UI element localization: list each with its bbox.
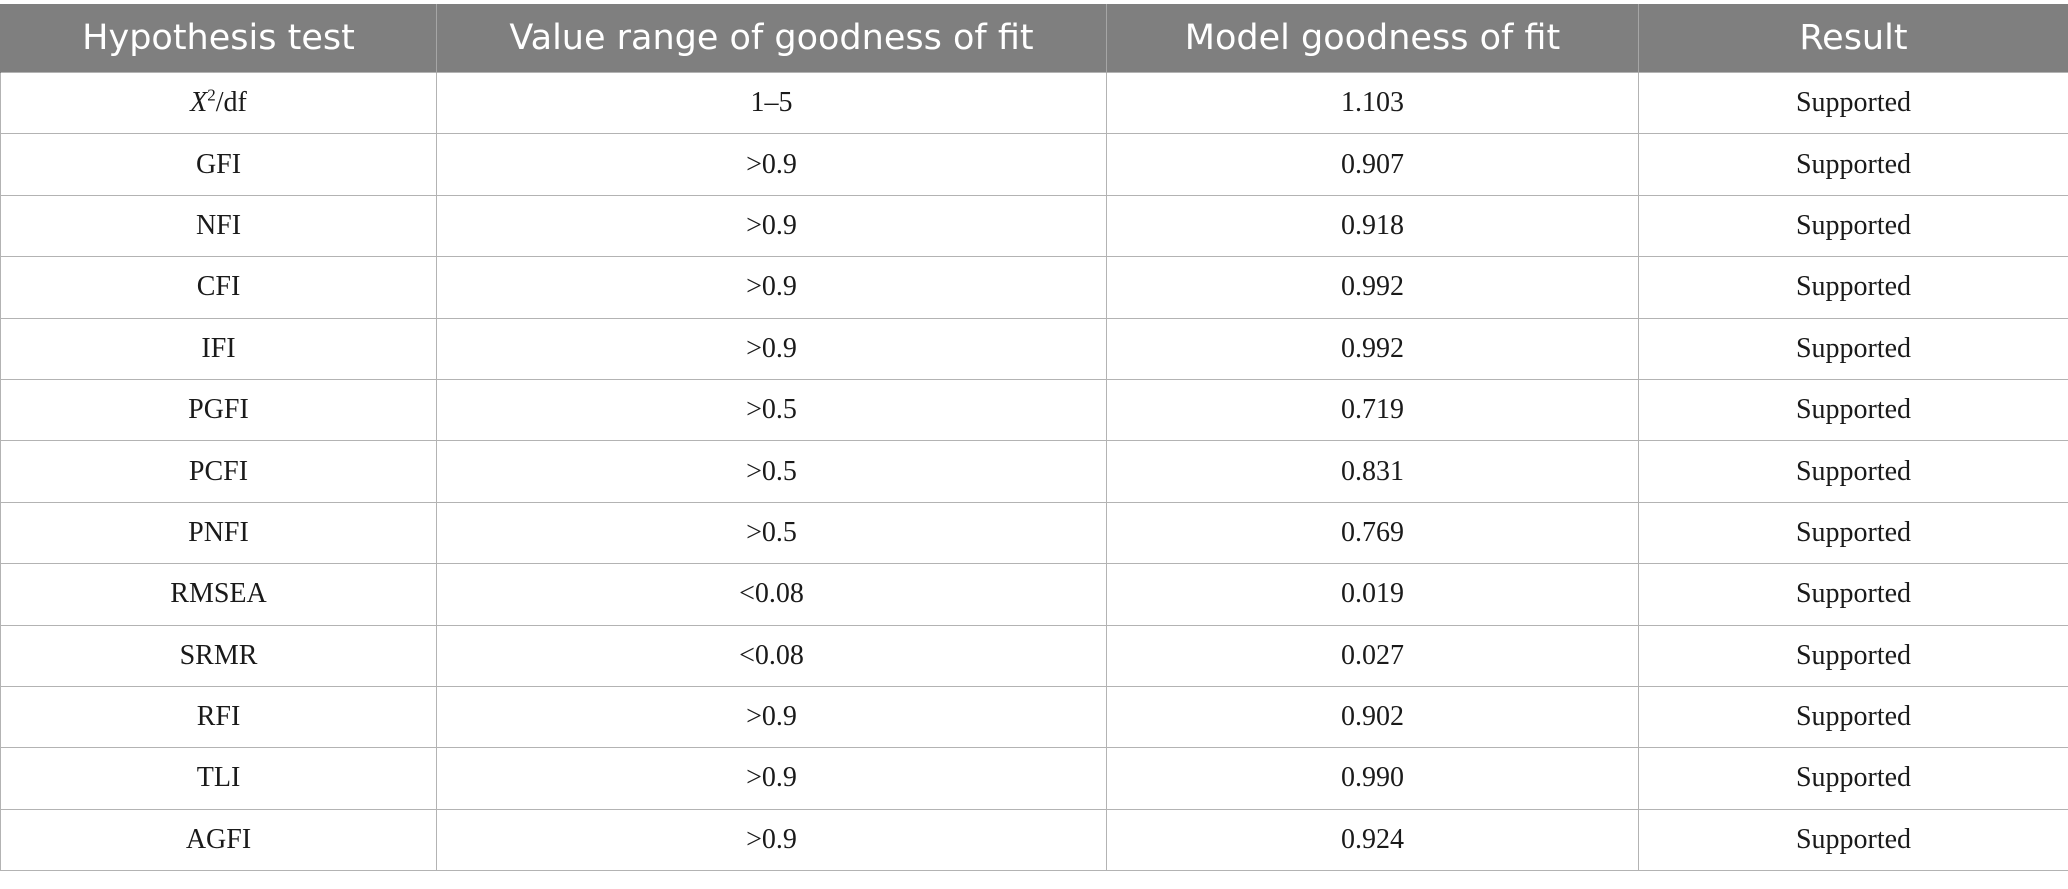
- cell-model-goodness: 0.992: [1106, 256, 1639, 319]
- cell-model-goodness: 0.990: [1106, 747, 1639, 810]
- table-row: GFI >0.9 0.907 Supported: [0, 133, 2068, 196]
- cell-hypothesis-test: GFI: [0, 133, 437, 196]
- header-value-range: Value range of goodness of fit: [436, 4, 1107, 73]
- table-row: PNFI >0.5 0.769 Supported: [0, 501, 2068, 565]
- cell-hypothesis-test: TLI: [0, 747, 437, 810]
- cell-result: Supported: [1638, 808, 2068, 872]
- cell-model-goodness: 0.918: [1106, 194, 1639, 258]
- table-row: TLI >0.9 0.990 Supported: [0, 747, 2068, 810]
- cell-value-range: >0.9: [436, 747, 1107, 810]
- goodness-of-fit-table: Hypothesis test Value range of goodness …: [0, 4, 2068, 872]
- header-row: Hypothesis test Value range of goodness …: [0, 4, 2068, 73]
- table-row: X2/df 1–5 1.103 Supported: [0, 71, 2068, 135]
- cell-hypothesis-test: PCFI: [0, 440, 437, 503]
- table-row: AGFI >0.9 0.924 Supported: [0, 808, 2068, 872]
- chi-square-suffix: /df: [215, 87, 247, 119]
- cell-hypothesis-test: PGFI: [0, 378, 437, 442]
- cell-result: Supported: [1638, 133, 2068, 196]
- table-header: Hypothesis test Value range of goodness …: [0, 4, 2068, 73]
- cell-value-range: >0.5: [436, 378, 1107, 442]
- cell-result: Supported: [1638, 71, 2068, 135]
- cell-result: Supported: [1638, 256, 2068, 319]
- cell-model-goodness: 0.907: [1106, 133, 1639, 196]
- cell-hypothesis-test: PNFI: [0, 501, 437, 565]
- chi-square-symbol: X: [190, 87, 208, 119]
- cell-value-range: >0.9: [436, 685, 1107, 749]
- cell-result: Supported: [1638, 501, 2068, 565]
- cell-model-goodness: 0.902: [1106, 685, 1639, 749]
- cell-value-range: >0.9: [436, 256, 1107, 319]
- cell-value-range: >0.9: [436, 317, 1107, 380]
- table-row: PCFI >0.5 0.831 Supported: [0, 440, 2068, 503]
- cell-hypothesis-test: AGFI: [0, 808, 437, 872]
- cell-value-range: 1–5: [436, 71, 1107, 135]
- table-row: SRMR <0.08 0.027 Supported: [0, 624, 2068, 687]
- cell-hypothesis-test: CFI: [0, 256, 437, 319]
- cell-result: Supported: [1638, 194, 2068, 258]
- cell-result: Supported: [1638, 685, 2068, 749]
- cell-hypothesis-test: SRMR: [0, 624, 437, 687]
- cell-model-goodness: 1.103: [1106, 71, 1639, 135]
- cell-hypothesis-test: X2/df: [0, 71, 437, 135]
- cell-model-goodness: 0.924: [1106, 808, 1639, 872]
- header-result: Result: [1638, 4, 2068, 73]
- cell-result: Supported: [1638, 747, 2068, 810]
- cell-hypothesis-test: RFI: [0, 685, 437, 749]
- cell-result: Supported: [1638, 440, 2068, 503]
- cell-result: Supported: [1638, 563, 2068, 626]
- cell-model-goodness: 0.719: [1106, 378, 1639, 442]
- header-hypothesis-test: Hypothesis test: [0, 4, 437, 73]
- cell-model-goodness: 0.019: [1106, 563, 1639, 626]
- cell-result: Supported: [1638, 624, 2068, 687]
- table-row: NFI >0.9 0.918 Supported: [0, 194, 2068, 258]
- cell-model-goodness: 0.027: [1106, 624, 1639, 687]
- table-row: PGFI >0.5 0.719 Supported: [0, 378, 2068, 442]
- cell-value-range: >0.9: [436, 194, 1107, 258]
- table-body: X2/df 1–5 1.103 Supported GFI >0.9 0.907…: [0, 71, 2068, 872]
- cell-result: Supported: [1638, 378, 2068, 442]
- cell-value-range: >0.5: [436, 440, 1107, 503]
- cell-value-range: <0.08: [436, 624, 1107, 687]
- table-row: RMSEA <0.08 0.019 Supported: [0, 563, 2068, 626]
- cell-value-range: >0.9: [436, 808, 1107, 872]
- cell-value-range: >0.5: [436, 501, 1107, 565]
- cell-hypothesis-test: IFI: [0, 317, 437, 380]
- cell-value-range: <0.08: [436, 563, 1107, 626]
- table-row: RFI >0.9 0.902 Supported: [0, 685, 2068, 749]
- cell-hypothesis-test: RMSEA: [0, 563, 437, 626]
- cell-model-goodness: 0.769: [1106, 501, 1639, 565]
- table-row: CFI >0.9 0.992 Supported: [0, 256, 2068, 319]
- cell-model-goodness: 0.992: [1106, 317, 1639, 380]
- cell-value-range: >0.9: [436, 133, 1107, 196]
- cell-result: Supported: [1638, 317, 2068, 380]
- cell-model-goodness: 0.831: [1106, 440, 1639, 503]
- header-model-goodness: Model goodness of fit: [1106, 4, 1639, 73]
- cell-hypothesis-test: NFI: [0, 194, 437, 258]
- goodness-of-fit-table-container: Hypothesis test Value range of goodness …: [0, 4, 2068, 872]
- table-row: IFI >0.9 0.992 Supported: [0, 317, 2068, 380]
- chi-square-superscript: 2: [207, 85, 216, 105]
